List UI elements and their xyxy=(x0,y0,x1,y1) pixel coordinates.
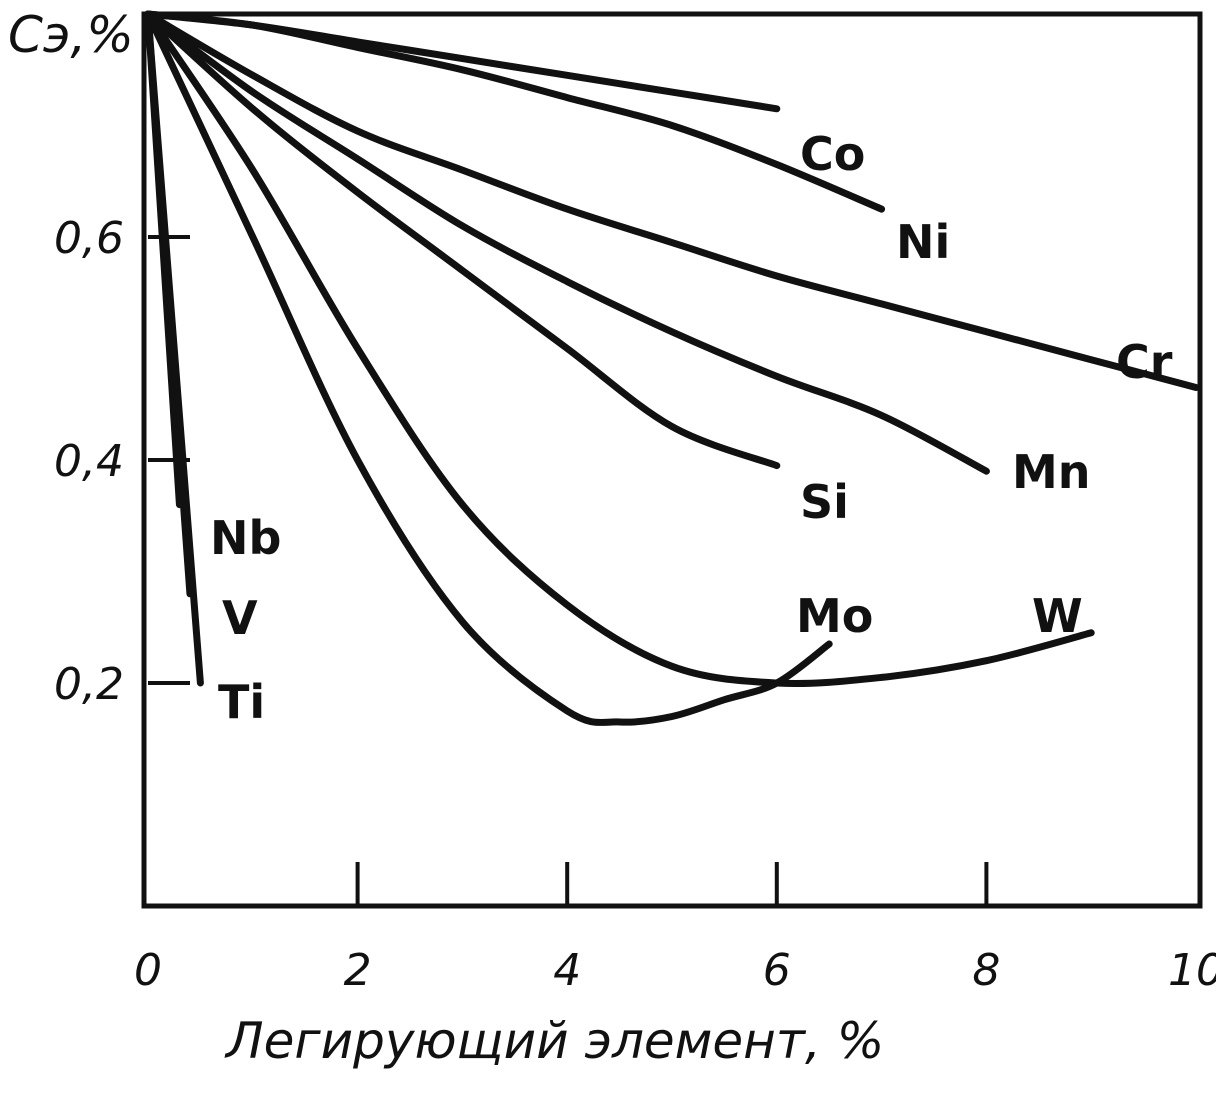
series-lines xyxy=(144,10,1200,726)
series-label-mo: Mo xyxy=(796,589,873,643)
series-label-nb: Nb xyxy=(210,511,281,565)
series-label-ni: Ni xyxy=(896,215,950,269)
x-tick-label: 0 xyxy=(134,945,162,996)
series-label-si: Si xyxy=(800,475,849,529)
x-tick-label: 6 xyxy=(763,945,791,996)
series-label-v: V xyxy=(222,591,258,645)
series-label-cr: Cr xyxy=(1116,335,1173,389)
series-label-co: Co xyxy=(800,127,865,181)
x-tick-label: 2 xyxy=(344,945,372,996)
x-tick-label: 4 xyxy=(553,945,581,996)
x-tick-label: 10 xyxy=(1168,945,1216,996)
series-label-w: W xyxy=(1032,589,1083,643)
chart-labels: 0 2 4 6 8 10 0,2 0,4 0,6 Co Ni Cr Mn Si W Mo Nb V Ti xyxy=(54,127,1216,996)
series-line-co xyxy=(144,10,781,113)
series-line-cr xyxy=(144,10,1200,391)
x-axis-title: Легирующий элемент, % xyxy=(224,1012,884,1070)
axis-ticks xyxy=(148,235,989,906)
series-line-ti xyxy=(144,10,204,687)
series-line-w xyxy=(144,10,1095,688)
series-line-mo xyxy=(144,10,833,726)
x-tick-label: 8 xyxy=(972,945,1000,996)
series-line-ni xyxy=(144,10,886,213)
y-tick-label: 0,4 xyxy=(54,436,124,487)
series-line-si xyxy=(144,10,781,470)
series-line-mn xyxy=(144,10,990,475)
y-axis-title: Сэ,% xyxy=(8,6,134,64)
series-label-ti: Ti xyxy=(218,675,265,729)
plot-frame xyxy=(141,11,1203,909)
series-label-mn: Mn xyxy=(1012,445,1091,499)
y-tick-label: 0,2 xyxy=(54,659,124,710)
y-tick-label: 0,6 xyxy=(54,213,124,264)
